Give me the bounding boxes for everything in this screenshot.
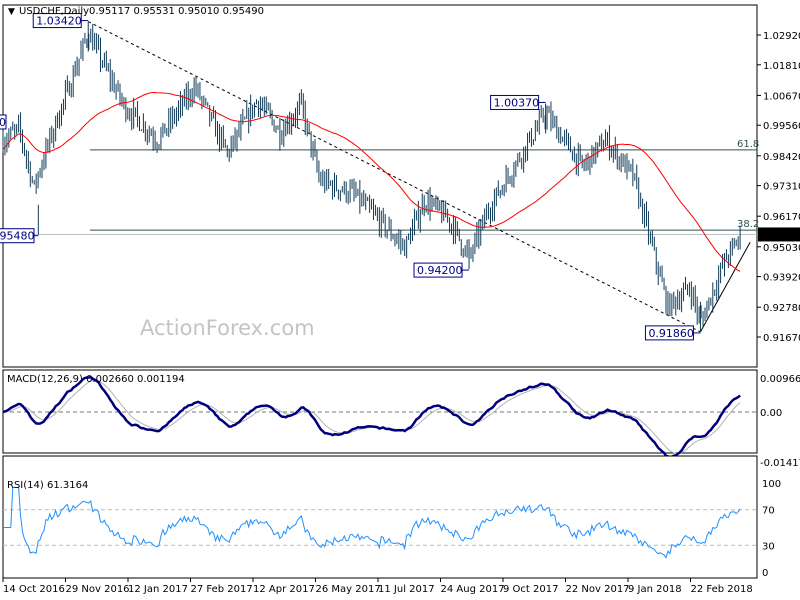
x-tick-label: 27 Feb 2017 — [191, 584, 253, 595]
fib-level-label: 61.8 — [737, 139, 759, 150]
price-label-box — [413, 262, 463, 278]
price-label: 0.95480 — [0, 230, 35, 243]
x-tick-label: 22 Feb 2018 — [691, 584, 753, 595]
current-price-label: 0.95490 — [761, 230, 800, 241]
price-label-box — [490, 94, 540, 110]
macd-main-line — [2, 375, 741, 460]
rsi-line — [3, 486, 741, 559]
x-tick-label: 24 Aug 2017 — [441, 584, 505, 595]
price-label-box — [0, 114, 7, 130]
triangle-down-icon[interactable]: ▼ — [8, 7, 15, 17]
moving-average-line — [2, 92, 741, 272]
macd-panel-frame — [2, 369, 758, 454]
rsi-panel-frame — [2, 455, 758, 579]
macd-tick-label: 0.00 — [760, 408, 782, 419]
price-label: 0.94200 — [417, 264, 463, 277]
chart-ohlc: 0.95117 0.95531 0.95010 0.95490 — [89, 6, 264, 17]
x-tick-label: 29 Nov 2016 — [66, 584, 130, 595]
y-tick-label: 1.01810 — [763, 61, 800, 72]
rsi-tick-label: 0 — [762, 568, 768, 579]
watermark: ActionForex.com — [140, 316, 315, 340]
rsi-label: RSI(14) 61.3164 — [7, 480, 88, 491]
y-tick-label: 1.02920 — [763, 31, 800, 42]
x-tick-label: 9 Oct 2017 — [503, 584, 558, 595]
rsi-tick-label: 100 — [762, 479, 781, 490]
x-tick-label: 22 Nov 2017 — [566, 584, 630, 595]
rsi-panel: RSI(14) 61.3164 100 70 30 0 — [2, 455, 781, 579]
x-tick-label: 12 Apr 2017 — [253, 584, 315, 595]
x-tick-label: 9 Jan 2018 — [628, 584, 682, 595]
price-label-box — [644, 325, 694, 341]
macd-panel: MACD(12,26,9) 0.002660 0.001194 0.009664… — [2, 369, 800, 469]
x-tick-label: 12 Jan 2017 — [128, 584, 188, 595]
macd-tick-label: 0.009664 — [760, 374, 800, 385]
price-panel: ActionForex.com 61.8 38.2 1.03420 0.95480 1.… — [0, 4, 800, 368]
chart-symbol: USDCHF,Daily — [19, 6, 89, 17]
price-label-box — [32, 13, 82, 29]
macd-label: MACD(12,26,9) 0.002660 0.001194 — [7, 374, 185, 385]
price-panel-frame — [2, 4, 758, 368]
rising-trendline — [700, 241, 751, 333]
rsi-tick-label: 70 — [762, 506, 775, 517]
x-tick-label: 26 May 2017 — [316, 584, 381, 595]
rsi-tick-label: 30 — [762, 541, 775, 552]
price-label-box — [0, 228, 35, 244]
fib-level-label: 38.2 — [737, 219, 759, 230]
macd-tick-label: -0.014171 — [760, 458, 800, 469]
x-tick-label: 14 Oct 2016 — [3, 584, 65, 595]
price-label: 1.00370 — [494, 96, 540, 109]
price-label: 0 — [0, 116, 6, 129]
price-label: 1.03420 — [36, 15, 82, 28]
price-label: 0.91860 — [648, 327, 694, 340]
dashed-trendline — [88, 21, 701, 333]
current-price-box — [758, 227, 800, 242]
x-tick-label: 11 Jul 2017 — [378, 584, 435, 595]
